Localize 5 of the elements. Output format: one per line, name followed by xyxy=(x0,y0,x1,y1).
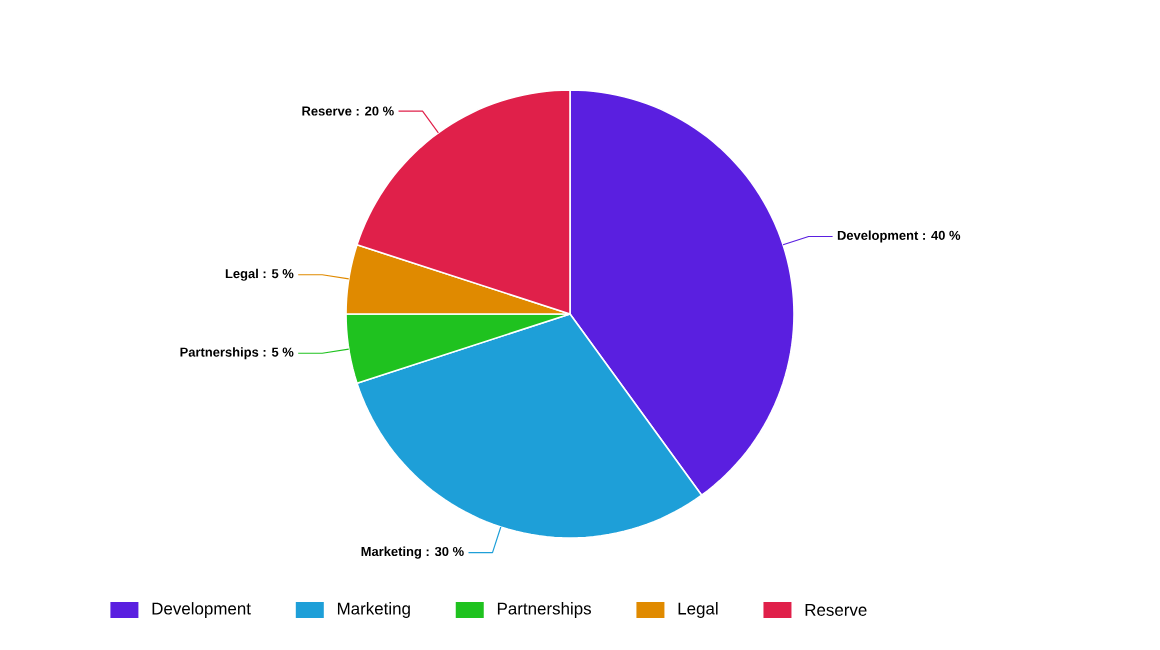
legend-label: Reserve xyxy=(805,604,867,616)
legend-label: Development xyxy=(152,602,251,618)
legend-label: Marketing xyxy=(337,602,410,618)
legend-label: Legal xyxy=(678,602,718,618)
legend-label: Partnerships xyxy=(497,602,591,618)
